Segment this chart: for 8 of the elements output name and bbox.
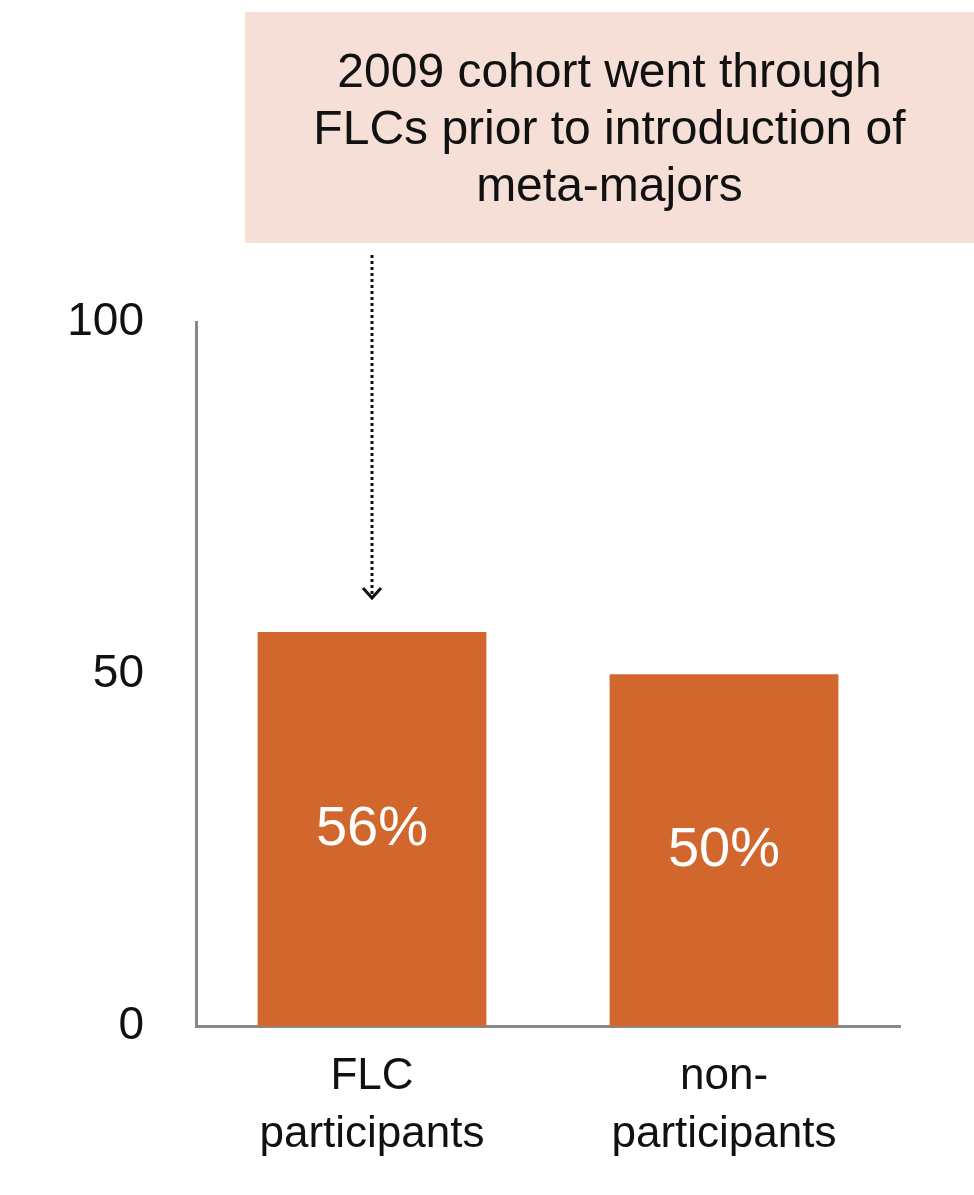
text: 2009 cohort went through FLCs prior to introduction of meta-majors <box>245 12 974 243</box>
y-tick-label: 50 <box>92 644 144 697</box>
x-tick-label: non-participants <box>611 1049 837 1156</box>
y-tick-label: 100 <box>67 292 144 345</box>
x-tick-label: FLC participants <box>259 1049 485 1156</box>
data-label: 50% <box>667 814 781 878</box>
y-tick-label: 0 <box>118 997 144 1050</box>
data-label: 56% <box>315 793 429 857</box>
